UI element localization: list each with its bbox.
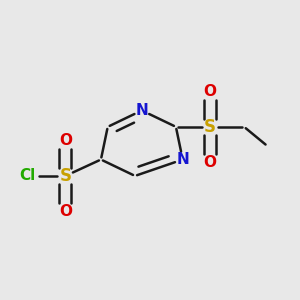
Text: S: S (59, 167, 71, 185)
Text: O: O (203, 155, 217, 170)
Text: N: N (176, 152, 189, 167)
Text: O: O (203, 84, 217, 99)
Text: S: S (204, 118, 216, 136)
Text: N: N (135, 103, 148, 118)
Text: O: O (59, 204, 72, 219)
Text: O: O (59, 133, 72, 148)
Text: Cl: Cl (19, 168, 35, 183)
